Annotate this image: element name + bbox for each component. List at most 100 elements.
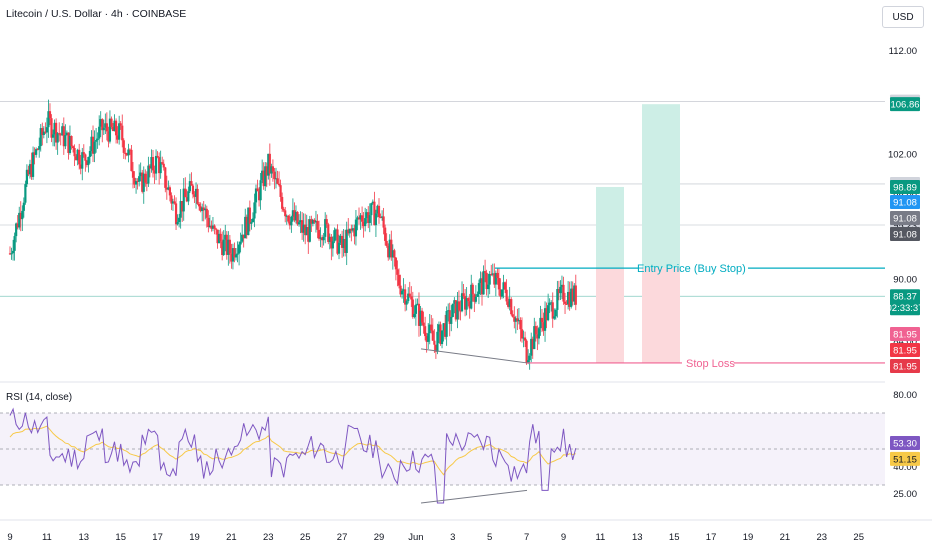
candle-body bbox=[208, 225, 211, 227]
candle-body bbox=[158, 157, 161, 174]
candle-body bbox=[360, 215, 364, 222]
candle-body bbox=[15, 223, 18, 237]
candle-body bbox=[333, 230, 336, 242]
price-tick: 84.00 bbox=[893, 337, 917, 348]
candle-body bbox=[27, 169, 30, 175]
candle-body bbox=[496, 272, 499, 279]
candle-body bbox=[68, 136, 72, 153]
candle-body bbox=[38, 146, 41, 150]
candle-body bbox=[219, 233, 222, 242]
candle-body bbox=[102, 127, 105, 131]
candle-body bbox=[210, 225, 213, 229]
candle-body bbox=[568, 291, 571, 307]
candle-body bbox=[560, 284, 564, 287]
candle-body bbox=[385, 240, 388, 246]
candle-body bbox=[337, 242, 341, 254]
price-tick: 112.00 bbox=[889, 46, 917, 57]
candle-body bbox=[424, 326, 427, 337]
candle-body bbox=[273, 171, 276, 180]
candle-body bbox=[513, 316, 516, 322]
candle-body bbox=[499, 289, 502, 297]
candle-body bbox=[296, 211, 299, 225]
price-label: 95.23 bbox=[893, 220, 917, 231]
candle-body bbox=[420, 310, 424, 323]
candle-body bbox=[490, 274, 493, 276]
candle-body bbox=[436, 331, 439, 352]
candle-body bbox=[65, 132, 68, 136]
rsi-value-bg bbox=[890, 436, 920, 451]
candle-body bbox=[476, 294, 479, 297]
x-tick: 27 bbox=[337, 532, 348, 543]
x-tick: 17 bbox=[706, 532, 717, 543]
candle-body bbox=[201, 207, 204, 212]
candle-body bbox=[148, 165, 152, 169]
candle-body bbox=[198, 203, 201, 207]
x-tick: 19 bbox=[189, 532, 200, 543]
candle-body bbox=[483, 271, 487, 273]
candle-body bbox=[408, 293, 411, 297]
candle-body bbox=[336, 229, 339, 254]
current-price-bg bbox=[890, 289, 920, 316]
candle-body bbox=[480, 278, 484, 295]
candle-body bbox=[181, 201, 184, 212]
candle-body bbox=[274, 178, 278, 180]
stop-zone-2 bbox=[642, 268, 680, 363]
candle-body bbox=[379, 217, 382, 219]
candle-body bbox=[150, 156, 153, 169]
candle-body bbox=[384, 227, 387, 241]
rsi-line bbox=[9, 407, 577, 504]
price-tick: 102.00 bbox=[888, 150, 917, 161]
candle-body bbox=[563, 301, 567, 304]
candle-body bbox=[530, 338, 533, 356]
candle-body bbox=[413, 313, 416, 318]
candle-body bbox=[95, 140, 98, 142]
candle-body bbox=[427, 333, 430, 342]
candle-body bbox=[344, 238, 347, 253]
candle-body bbox=[216, 229, 219, 244]
candle-body bbox=[370, 203, 373, 216]
candle-body bbox=[404, 289, 407, 305]
candle-body bbox=[516, 318, 519, 322]
candle-body bbox=[154, 155, 158, 174]
candle-body bbox=[368, 215, 371, 223]
candle-body bbox=[233, 248, 236, 258]
candle-body bbox=[365, 212, 368, 219]
candle-body bbox=[173, 201, 176, 204]
candle-body bbox=[479, 278, 482, 284]
candle-body bbox=[239, 241, 242, 245]
rsi-tick: 25.00 bbox=[893, 489, 917, 500]
candle-body bbox=[327, 224, 330, 242]
currency-selector[interactable]: USD bbox=[882, 6, 924, 28]
candle-body bbox=[324, 219, 327, 237]
x-tick: 23 bbox=[817, 532, 828, 543]
candle-body bbox=[462, 293, 465, 297]
candle-body bbox=[105, 123, 108, 132]
candle-body bbox=[557, 289, 560, 294]
candle-body bbox=[359, 215, 362, 220]
candle-body bbox=[428, 324, 431, 334]
countdown-label: 02:33:37 bbox=[887, 303, 924, 314]
price-divergence-line bbox=[420, 348, 528, 364]
candle-body bbox=[307, 227, 310, 242]
candle-body bbox=[139, 172, 142, 177]
candle-body bbox=[284, 210, 287, 217]
candle-body bbox=[191, 185, 195, 195]
candle-body bbox=[42, 131, 45, 136]
candle-body bbox=[36, 149, 39, 151]
candle-body bbox=[522, 337, 525, 339]
candle-body bbox=[156, 155, 159, 158]
candle-body bbox=[331, 241, 334, 249]
x-tick: 9 bbox=[561, 532, 566, 543]
candle-body bbox=[570, 288, 573, 307]
candle-body bbox=[59, 134, 62, 136]
candle-body bbox=[247, 207, 250, 236]
candle-body bbox=[144, 173, 147, 183]
stop-label-bg bbox=[890, 359, 920, 373]
candle-body bbox=[261, 170, 264, 181]
candle-body bbox=[11, 250, 15, 254]
candle-body bbox=[250, 222, 253, 224]
candle-body bbox=[116, 135, 119, 140]
candle-body bbox=[244, 216, 247, 239]
candle-body bbox=[356, 217, 359, 220]
